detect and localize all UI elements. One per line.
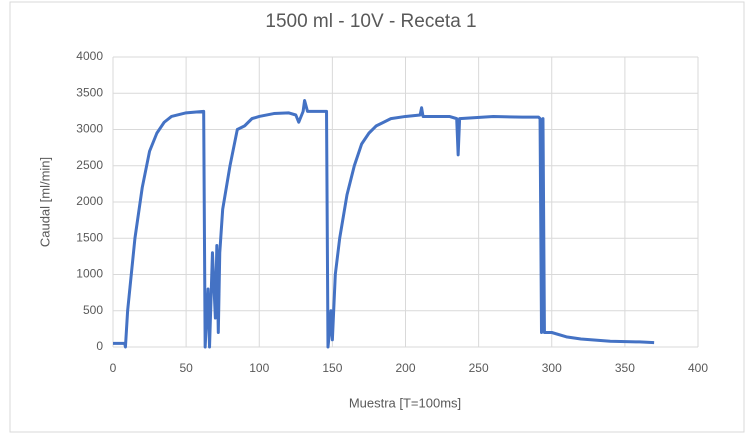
y-tick-label: 2500	[76, 158, 103, 172]
x-tick-label: 250	[469, 361, 489, 375]
y-tick-label: 0	[96, 339, 103, 353]
y-tick-label: 3000	[76, 122, 103, 136]
y-tick-label: 2000	[76, 194, 103, 208]
chart-title: 1500 ml - 10V - Receta 1	[265, 11, 476, 32]
y-tick-label: 1500	[76, 230, 103, 244]
y-axis-label: Caudal [ml/min]	[37, 157, 52, 247]
x-tick-label: 100	[249, 361, 269, 375]
x-tick-label: 150	[322, 361, 342, 375]
x-tick-label: 300	[542, 361, 562, 375]
x-tick-label: 350	[615, 361, 635, 375]
y-tick-label: 4000	[76, 49, 103, 63]
x-tick-label: 200	[395, 361, 415, 375]
data-line	[113, 99, 655, 349]
x-tick-label: 400	[688, 361, 708, 375]
y-tick-label: 3500	[76, 85, 103, 99]
chart-frame	[9, 1, 745, 433]
x-axis-label: Muestra [T=100ms]	[349, 395, 461, 410]
x-tick-label: 0	[110, 361, 117, 375]
y-tick-label: 1000	[76, 267, 103, 281]
y-tick-label: 500	[83, 303, 103, 317]
x-tick-label: 50	[179, 361, 193, 375]
